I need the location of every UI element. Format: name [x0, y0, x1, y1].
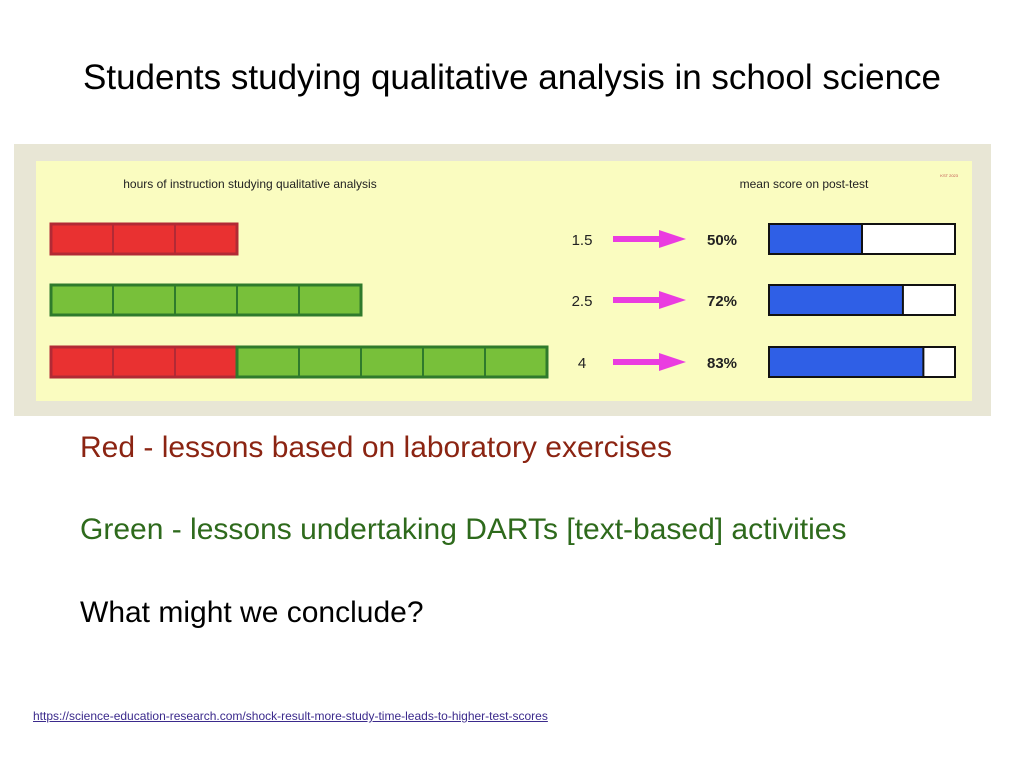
- score-label: 83%: [707, 355, 737, 372]
- corner-mark: KST 2023: [940, 173, 958, 178]
- green-lesson-unit: [236, 346, 300, 378]
- green-lesson-unit: [112, 284, 176, 316]
- red-lesson-unit: [174, 223, 238, 255]
- green-lesson-unit: [298, 346, 362, 378]
- arrow-shaft: [613, 236, 663, 242]
- green-block-outline: [235, 345, 549, 379]
- arrow-head: [659, 291, 686, 309]
- red-lesson-unit: [50, 223, 114, 255]
- arrow-shaft: [613, 359, 663, 365]
- source-link[interactable]: https://science-education-research.com/s…: [33, 709, 548, 723]
- score-header: mean score on post-test: [740, 177, 869, 191]
- arrow-shaft: [613, 297, 663, 303]
- score-label: 72%: [707, 293, 737, 310]
- question-text: What might we conclude?: [80, 596, 424, 629]
- score-bar: [768, 346, 925, 378]
- green-lesson-unit: [422, 346, 486, 378]
- red-lesson-unit: [50, 346, 114, 378]
- green-block-outline: [49, 283, 363, 317]
- hours-header: hours of instruction studying qualitativ…: [123, 177, 376, 191]
- legend-red-text: Red - lessons based on laboratory exerci…: [80, 431, 672, 464]
- chart-rows: 1.5 50% 2.5 72% 4 83%: [49, 222, 956, 379]
- arrow-head: [659, 230, 686, 248]
- green-lesson-unit: [236, 284, 300, 316]
- green-lesson-unit: [174, 284, 238, 316]
- red-lesson-unit: [112, 346, 176, 378]
- hours-label: 1.5: [572, 232, 593, 249]
- green-lesson-unit: [298, 284, 362, 316]
- green-lesson-unit: [360, 346, 424, 378]
- hours-label: 2.5: [572, 293, 593, 310]
- arrow-head: [659, 353, 686, 371]
- score-bar: [768, 284, 904, 316]
- chart: hours of instruction studying qualitativ…: [36, 161, 972, 401]
- chart-panel: hours of instruction studying qualitativ…: [36, 161, 972, 401]
- chart-frame: hours of instruction studying qualitativ…: [14, 144, 991, 416]
- slide-title: Students studying qualitative analysis i…: [83, 58, 941, 97]
- green-lesson-unit: [50, 284, 114, 316]
- score-bar: [768, 223, 863, 255]
- red-lesson-unit: [174, 346, 238, 378]
- legend-green-text: Green - lessons undertaking DARTs [text-…: [80, 513, 847, 546]
- red-block-outline: [49, 222, 239, 256]
- green-lesson-unit: [484, 346, 548, 378]
- score-label: 50%: [707, 232, 737, 249]
- hours-label: 4: [578, 355, 586, 372]
- red-lesson-unit: [112, 223, 176, 255]
